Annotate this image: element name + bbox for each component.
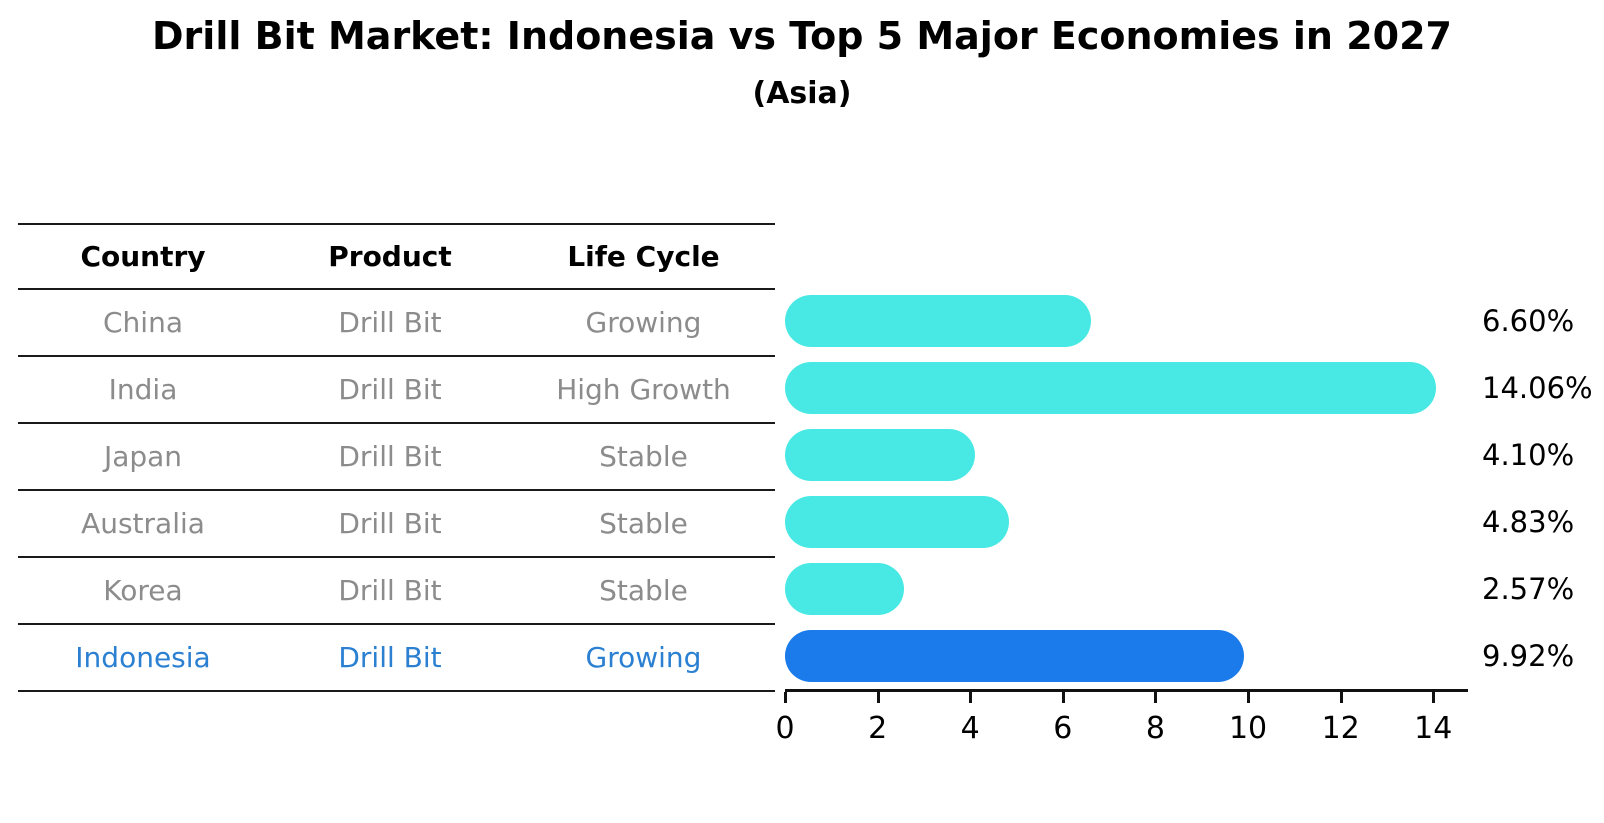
x-axis-line <box>785 689 1468 692</box>
bar-value-label: 6.60% <box>1482 303 1575 338</box>
x-tick-label: 8 <box>1145 711 1165 746</box>
table-cell-country: India <box>108 373 178 406</box>
table-body: China Drill Bit Growing India Drill Bit High … <box>18 290 775 692</box>
table-cell-country: China <box>103 306 183 339</box>
chart-subtitle: (Asia) <box>752 76 852 111</box>
x-tick-mark <box>1339 692 1343 703</box>
x-tick-label: 4 <box>960 711 980 746</box>
table-header-cell-product: Product <box>328 240 452 273</box>
bar-value-label: 4.83% <box>1482 504 1575 539</box>
bar-india <box>785 361 1437 414</box>
table-cell-product: Drill Bit <box>338 306 442 339</box>
x-tick-mark <box>1432 692 1436 703</box>
table-cell-life-cycle: High Growth <box>556 373 731 406</box>
x-tick-mark <box>1154 692 1158 703</box>
table-cell-country: Japan <box>103 440 183 473</box>
table-row-japan: Japan Drill Bit Stable <box>18 424 775 491</box>
table-row-india: India Drill Bit High Growth <box>18 357 775 424</box>
table-cell-life-cycle: Stable <box>599 574 688 607</box>
chart-title: Drill Bit Market: Indonesia vs Top 5 Maj… <box>152 14 1452 58</box>
table-header-row: Country Product Life Cycle <box>18 223 775 290</box>
bar-australia <box>785 495 1009 548</box>
table-cell-product: Drill Bit <box>338 440 442 473</box>
table-cell-country: Indonesia <box>75 641 211 674</box>
table-cell-life-cycle: Growing <box>585 306 702 339</box>
bar-value-label: 9.92% <box>1482 638 1575 673</box>
bar-chart-plot-area: 6.60% 14.06% 4.10% 4.83% 2.57% 9.92% 0 2 4 6 8 10 1… <box>775 223 1593 746</box>
x-tick-label: 2 <box>868 711 888 746</box>
table-row-australia: Australia Drill Bit Stable <box>18 491 775 558</box>
bar-korea <box>785 562 904 615</box>
x-tick-label: 6 <box>1053 711 1073 746</box>
table-header-cell-life-cycle: Life Cycle <box>567 240 720 273</box>
x-tick-mark <box>1061 692 1065 703</box>
table-row-indonesia: Indonesia Drill Bit Growing <box>18 625 775 692</box>
table-cell-life-cycle: Stable <box>599 507 688 540</box>
bar-value-label: 2.57% <box>1482 571 1575 606</box>
table-row-korea: Korea Drill Bit Stable <box>18 558 775 625</box>
bar-indonesia <box>785 629 1245 682</box>
table-cell-life-cycle: Growing <box>585 641 702 674</box>
table-cell-product: Drill Bit <box>338 574 442 607</box>
table-row-china: China Drill Bit Growing <box>18 290 775 357</box>
table-cell-product: Drill Bit <box>338 507 442 540</box>
table-cell-country: Australia <box>81 507 205 540</box>
x-tick-mark <box>969 692 973 703</box>
table-cell-life-cycle: Stable <box>599 440 688 473</box>
bar-value-label: 4.10% <box>1482 437 1575 472</box>
bar-china <box>785 294 1091 347</box>
x-tick-label: 12 <box>1321 711 1360 746</box>
table-cell-country: Korea <box>103 574 183 607</box>
table-cell-product: Drill Bit <box>338 373 442 406</box>
x-tick-label: 10 <box>1228 711 1268 746</box>
x-tick-mark <box>784 692 787 703</box>
table-cell-product: Drill Bit <box>338 641 442 674</box>
bar-value-label: 14.06% <box>1482 370 1593 405</box>
bar-japan <box>785 428 975 481</box>
x-tick-mark <box>1247 692 1251 703</box>
x-tick-label: 0 <box>775 711 795 746</box>
x-tick-label: 14 <box>1414 711 1453 746</box>
x-tick-mark <box>876 692 880 703</box>
country-table: Country Product Life Cycle China Drill Bit G… <box>18 223 775 692</box>
table-header-cell-country: Country <box>80 240 206 273</box>
